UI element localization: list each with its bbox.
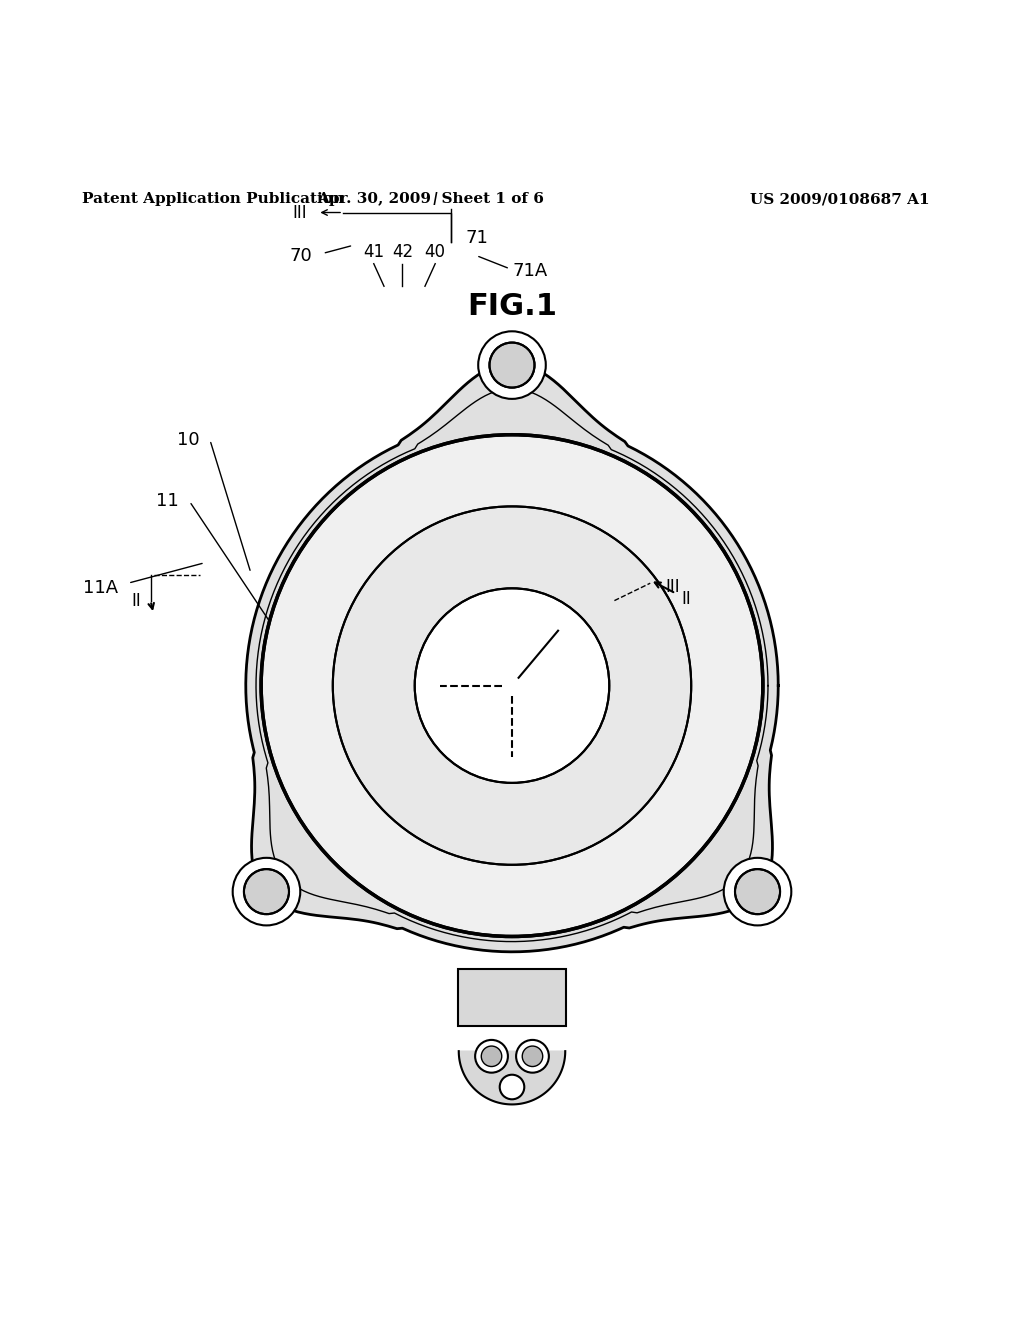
Text: Patent Application Publication: Patent Application Publication [82, 193, 344, 206]
Polygon shape [246, 363, 778, 952]
Circle shape [500, 1074, 524, 1100]
Text: 40: 40 [425, 243, 445, 260]
Text: 10: 10 [177, 430, 200, 449]
Text: I: I [433, 191, 437, 210]
Circle shape [735, 869, 780, 915]
Circle shape [478, 331, 546, 399]
Circle shape [333, 507, 691, 865]
Circle shape [724, 858, 792, 925]
Text: US 2009/0108687 A1: US 2009/0108687 A1 [750, 193, 930, 206]
Text: III: III [293, 203, 307, 222]
Circle shape [415, 589, 609, 783]
Text: III: III [666, 578, 680, 597]
Text: 41: 41 [364, 243, 384, 260]
Bar [459, 969, 565, 1026]
Circle shape [489, 343, 535, 388]
Text: 71: 71 [466, 230, 488, 247]
Circle shape [232, 858, 300, 925]
Text: 70: 70 [290, 247, 312, 264]
Text: 11A: 11A [83, 579, 118, 598]
Circle shape [481, 1045, 502, 1067]
Circle shape [261, 434, 763, 936]
Text: 71A: 71A [512, 261, 547, 280]
Text: FIG.1: FIG.1 [467, 292, 557, 321]
Text: II: II [131, 591, 141, 610]
Circle shape [244, 869, 289, 915]
Text: II: II [681, 590, 691, 607]
Text: 42: 42 [392, 243, 413, 260]
Text: Apr. 30, 2009  Sheet 1 of 6: Apr. 30, 2009 Sheet 1 of 6 [316, 193, 544, 206]
Circle shape [522, 1045, 543, 1067]
Text: 11: 11 [157, 492, 179, 511]
Circle shape [516, 1040, 549, 1073]
Polygon shape [459, 1051, 565, 1105]
Circle shape [475, 1040, 508, 1073]
